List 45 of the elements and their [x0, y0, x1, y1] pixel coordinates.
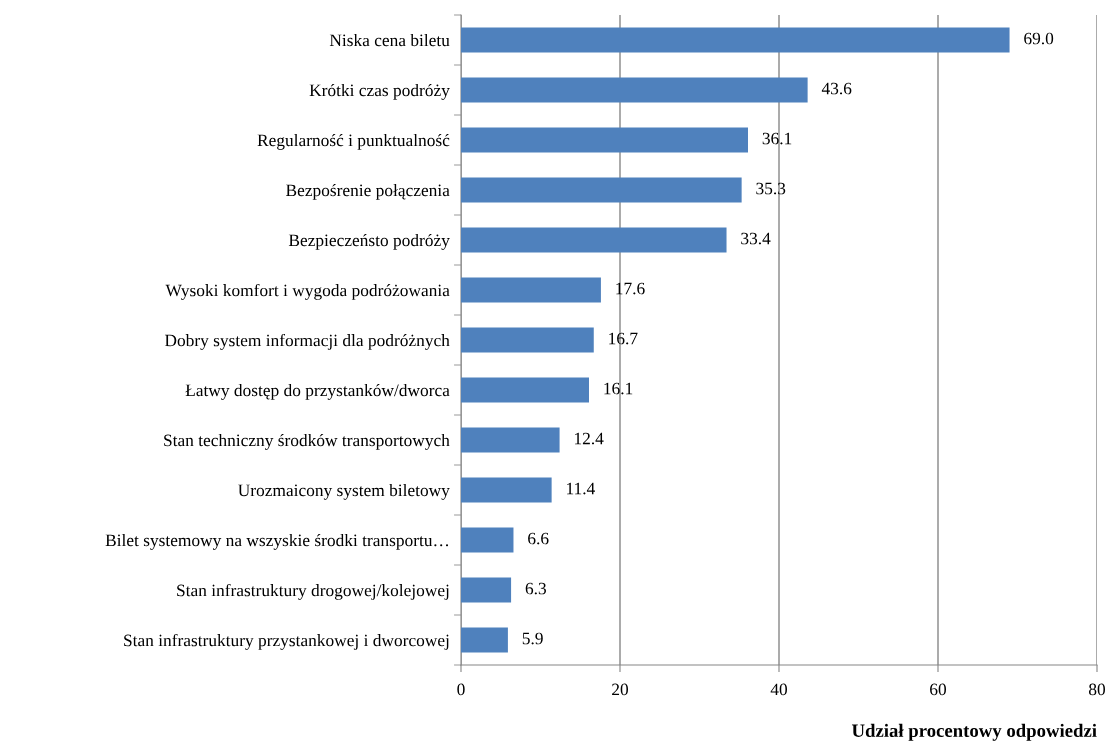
data-label: 12.4: [575, 432, 604, 445]
bar: [461, 177, 742, 203]
bar: [461, 27, 1010, 53]
y-tick-label: Regularność i punktualność: [257, 133, 450, 150]
bar: [461, 77, 808, 103]
y-tick-label: Niska cena biletu: [329, 33, 450, 47]
bar: [461, 327, 594, 353]
data-label: 43.6: [821, 82, 852, 95]
x-tick-label: 20: [612, 683, 629, 696]
y-tick-label: Bezpośrenie połączenia: [286, 183, 450, 200]
data-label: 16.7: [609, 332, 638, 345]
y-tick-label: Krótki czas podróży: [309, 83, 450, 100]
y-tick-label: Stan techniczny środków transportowych: [164, 433, 450, 450]
bar: [461, 627, 508, 653]
x-tick-label: 0: [457, 683, 465, 696]
y-tick-label: Bilet systemowy na wszyskie środki transportu…: [105, 533, 449, 550]
y-tick-label: Stan infrastruktury przystankowej i dworcowej: [124, 633, 449, 650]
bar: [461, 427, 560, 453]
bar: [461, 227, 727, 253]
data-label: 11.4: [567, 482, 595, 495]
bar: [461, 127, 748, 153]
bar: [461, 377, 589, 403]
data-label: 5.9: [522, 632, 543, 645]
data-label: 69.0: [1024, 32, 1054, 45]
x-tick-label: 40: [770, 683, 788, 696]
y-tick-label: Wysoki komfort i wygoda podróżowania: [165, 283, 450, 300]
bar: [461, 527, 514, 553]
data-label: 36.1: [762, 132, 792, 145]
data-label: 35.3: [756, 182, 786, 195]
x-axis-title: Udział procentowy odpowiedzi: [851, 723, 1097, 741]
bar: [461, 277, 601, 303]
data-label: 16.1: [604, 382, 633, 395]
data-label: 17.6: [616, 282, 645, 295]
y-tick-label: Łatwy dostęp do przystanków/dworca: [185, 383, 450, 400]
data-label: 33.4: [741, 232, 771, 245]
y-tick-label: Urozmaicony system biletowy: [238, 483, 450, 500]
y-tick-label: Bezpieczeństo podróży: [288, 233, 450, 250]
data-label: 6.6: [528, 532, 549, 545]
bar: [461, 477, 552, 503]
x-tick-label: 80: [1088, 683, 1106, 696]
bar: [461, 577, 512, 603]
x-tick-label: 60: [930, 683, 947, 696]
y-tick-label: Dobry system informacji dla podróżnych: [164, 333, 450, 350]
data-label: 6.3: [525, 582, 546, 595]
y-tick-label: Stan infrastruktury drogowej/kolejowej: [177, 583, 449, 600]
